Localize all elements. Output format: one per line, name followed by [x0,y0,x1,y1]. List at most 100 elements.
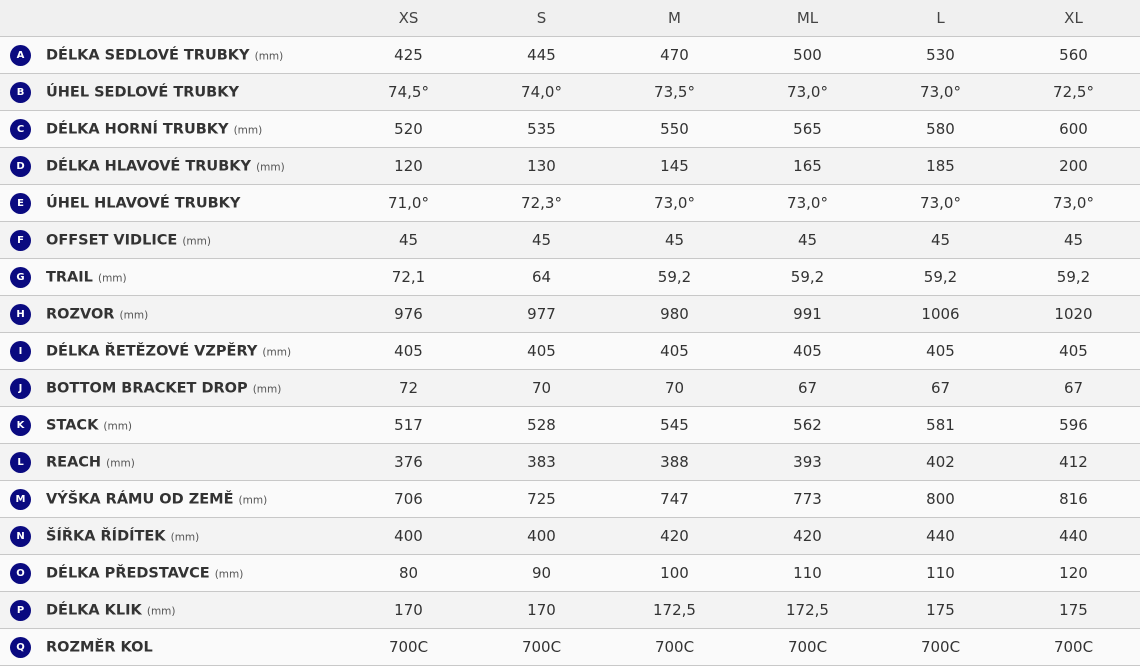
table-row: K STACK (mm) 517 528 545 562 581 596 [0,406,1140,444]
row-label: N ŠÍŘKA ŘÍDÍTEK (mm) [0,517,342,555]
value-cell: 59,2 [1007,258,1140,296]
row-label: E ÚHEL HLAVOVÉ TRUBKY [0,184,342,222]
table-row: J BOTTOM BRACKET DROP (mm) 72 70 70 67 67 67 [0,369,1140,407]
row-label: H ROZVOR (mm) [0,295,342,333]
unit-label: (mm) [170,531,200,543]
value-cell: 445 [475,36,608,74]
value-cell: 530 [874,36,1007,74]
row-label-text: ÚHEL HLAVOVÉ TRUBKY [46,195,241,211]
value-cell: 67 [1007,369,1140,407]
value-cell: 45 [342,221,475,259]
value-cell: 67 [741,369,874,407]
value-cell: 383 [475,443,608,481]
value-cell: 816 [1007,480,1140,518]
value-cell: 130 [475,147,608,185]
value-cell: 71,0° [342,184,475,222]
value-cell: 706 [342,480,475,518]
row-label-text: DÉLKA HLAVOVÉ TRUBKY [46,158,251,174]
size-header-l: L [874,0,1007,37]
value-cell: 70 [608,369,741,407]
value-cell: 400 [342,517,475,555]
table-row: M VÝŠKA RÁMU OD ZEMĚ (mm) 706 725 747 773 800 8… [0,480,1140,518]
value-cell: 1020 [1007,295,1140,333]
value-cell: 388 [608,443,741,481]
row-label: D DÉLKA HLAVOVÉ TRUBKY (mm) [0,147,342,185]
table-row: C DÉLKA HORNÍ TRUBKY (mm) 520 535 550 565 580 6… [0,110,1140,148]
value-cell: 73,5° [608,73,741,111]
letter-badge: Q [10,636,31,658]
value-cell: 528 [475,406,608,444]
value-cell: 535 [475,110,608,148]
value-cell: 170 [475,591,608,629]
value-cell: 560 [1007,36,1140,74]
value-cell: 73,0° [741,184,874,222]
value-cell: 405 [741,332,874,370]
value-cell: 73,0° [1007,184,1140,222]
unit-label: (mm) [262,346,292,358]
value-cell: 700C [475,628,608,666]
value-cell: 402 [874,443,1007,481]
value-cell: 376 [342,443,475,481]
row-label: F OFFSET VIDLICE (mm) [0,221,342,259]
letter-badge: J [10,377,31,399]
letter-badge: O [10,562,31,584]
value-cell: 200 [1007,147,1140,185]
value-cell: 64 [475,258,608,296]
value-cell: 980 [608,295,741,333]
value-cell: 90 [475,554,608,592]
value-cell: 172,5 [741,591,874,629]
value-cell: 565 [741,110,874,148]
row-label-text: TRAIL [46,269,93,285]
size-header-ml: ML [741,0,874,37]
value-cell: 420 [608,517,741,555]
value-cell: 59,2 [741,258,874,296]
row-label-text: DÉLKA PŘEDSTAVCE [46,565,210,581]
size-header-m: M [608,0,741,37]
value-cell: 400 [475,517,608,555]
row-label: A DÉLKA SEDLOVÉ TRUBKY (mm) [0,36,342,74]
letter-badge: C [10,118,31,140]
value-cell: 172,5 [608,591,741,629]
table-row: A DÉLKA SEDLOVÉ TRUBKY (mm) 425 445 470 500 53… [0,36,1140,74]
value-cell: 72,3° [475,184,608,222]
value-cell: 405 [1007,332,1140,370]
value-cell: 405 [342,332,475,370]
letter-badge: P [10,599,31,621]
row-label: L REACH (mm) [0,443,342,481]
row-label: O DÉLKA PŘEDSTAVCE (mm) [0,554,342,592]
letter-badge: D [10,155,31,177]
value-cell: 145 [608,147,741,185]
header-blank [0,0,342,37]
value-cell: 700C [342,628,475,666]
value-cell: 700C [1007,628,1140,666]
value-cell: 520 [342,110,475,148]
letter-badge: H [10,303,31,325]
unit-label: (mm) [254,50,284,62]
letter-badge: K [10,414,31,436]
value-cell: 580 [874,110,1007,148]
table-row: Q ROZMĚR KOL 700C 700C 700C 700C 700C 700C [0,628,1140,666]
value-cell: 562 [741,406,874,444]
letter-badge: E [10,192,31,214]
row-label: C DÉLKA HORNÍ TRUBKY (mm) [0,110,342,148]
row-label: I DÉLKA ŘETĚZOVÉ VZPĚRY (mm) [0,332,342,370]
value-cell: 110 [741,554,874,592]
row-label: K STACK (mm) [0,406,342,444]
row-label: Q ROZMĚR KOL [0,628,342,666]
unit-label: (mm) [252,383,282,395]
value-cell: 600 [1007,110,1140,148]
unit-label: (mm) [119,309,149,321]
row-label-text: VÝŠKA RÁMU OD ZEMĚ [46,491,234,507]
value-cell: 72 [342,369,475,407]
value-cell: 517 [342,406,475,444]
row-label-text: OFFSET VIDLICE [46,232,178,248]
value-cell: 412 [1007,443,1140,481]
row-label: B ÚHEL SEDLOVÉ TRUBKY [0,73,342,111]
value-cell: 500 [741,36,874,74]
value-cell: 100 [608,554,741,592]
value-cell: 72,1 [342,258,475,296]
value-cell: 73,0° [874,73,1007,111]
size-header-xs: XS [342,0,475,37]
table-row: D DÉLKA HLAVOVÉ TRUBKY (mm) 120 130 145 165 18… [0,147,1140,185]
row-label-text: DÉLKA HORNÍ TRUBKY [46,121,229,137]
